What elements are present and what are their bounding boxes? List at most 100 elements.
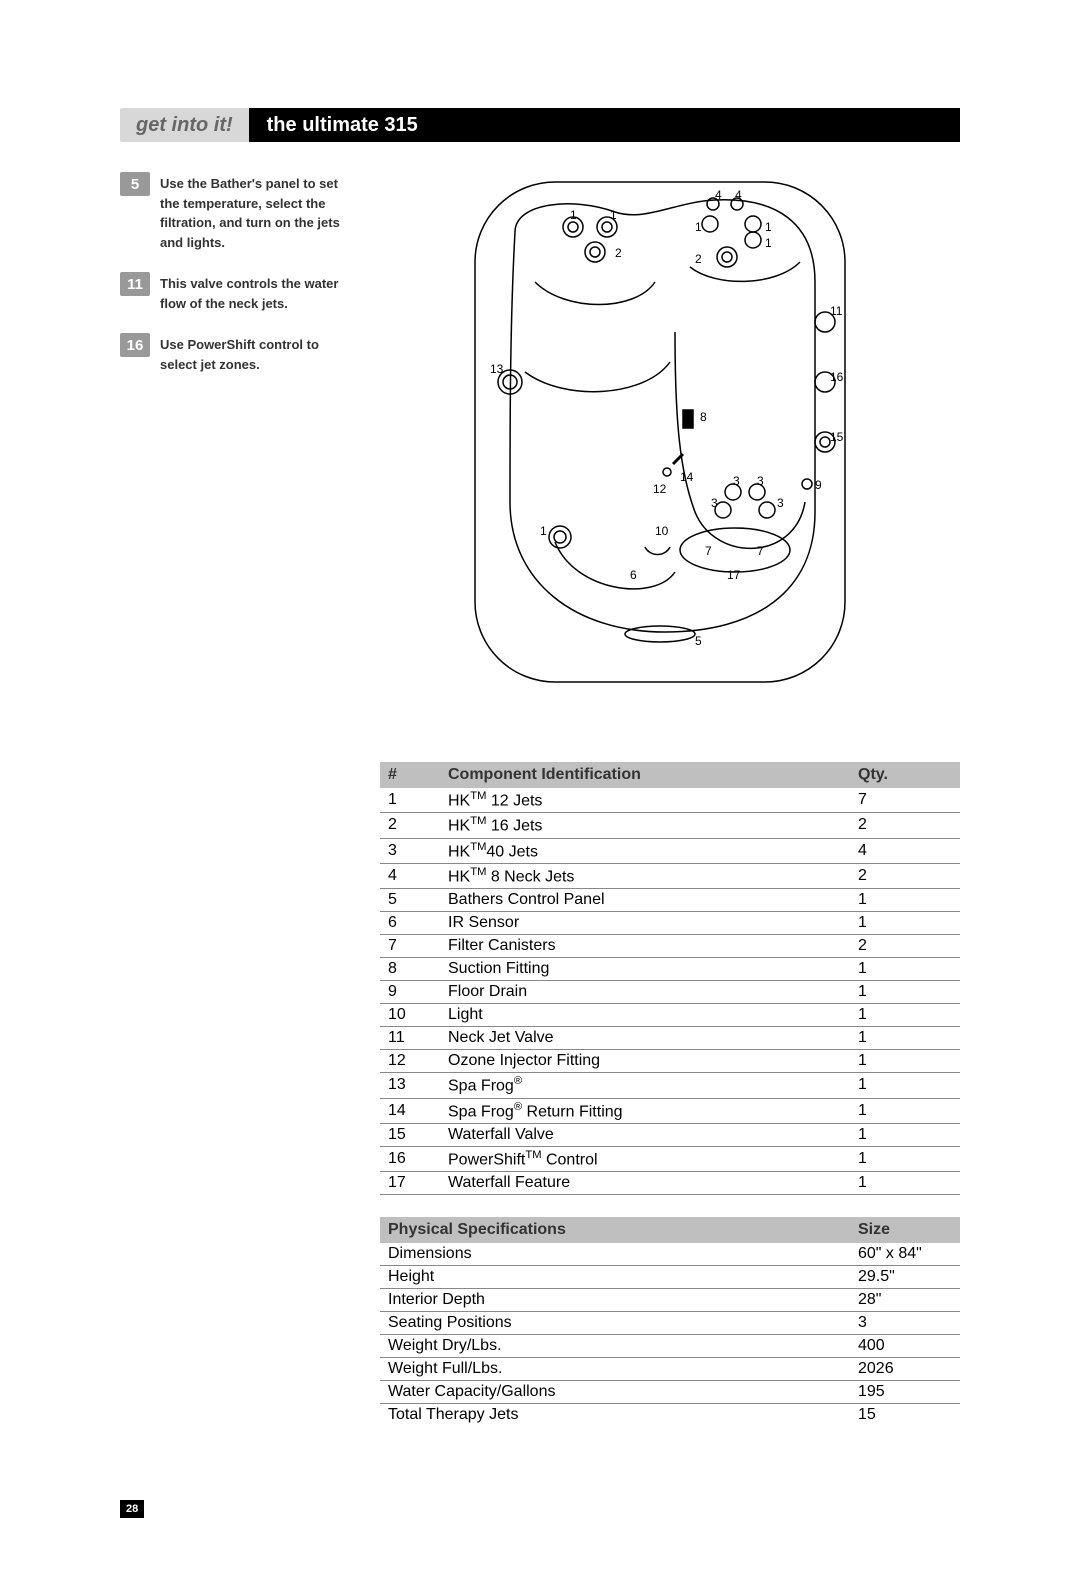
table-cell: Spa Frog® Return Fitting: [440, 1098, 850, 1123]
table-cell: Spa Frog®: [440, 1073, 850, 1098]
table-cell: 12: [380, 1050, 440, 1073]
table-cell: Neck Jet Valve: [440, 1027, 850, 1050]
table-cell: 9: [380, 981, 440, 1004]
table-cell: 7: [850, 788, 960, 813]
table-cell: 15: [850, 1404, 960, 1427]
table-cell: 14: [380, 1098, 440, 1123]
table-row: 10Light1: [380, 1004, 960, 1027]
table-cell: 2: [380, 813, 440, 838]
components-table: #Component IdentificationQty. 1HKTM 12 J…: [380, 762, 960, 1195]
table-row: 2HKTM 16 Jets2: [380, 813, 960, 838]
table-row: 6IR Sensor1: [380, 912, 960, 935]
diagram-label: 1: [765, 236, 772, 250]
table-cell: 5: [380, 889, 440, 912]
table-cell: Seating Positions: [380, 1312, 850, 1335]
table-cell: 7: [380, 935, 440, 958]
table-cell: IR Sensor: [440, 912, 850, 935]
diagram-label: 3: [711, 496, 718, 510]
table-cell: Suction Fitting: [440, 958, 850, 981]
diagram-label: 10: [655, 524, 668, 538]
table-row: Weight Full/Lbs.2026: [380, 1358, 960, 1381]
diagram-label: 16: [830, 370, 843, 384]
table-row: Interior Depth28": [380, 1289, 960, 1312]
table-row: Water Capacity/Gallons195: [380, 1381, 960, 1404]
table-cell: Ozone Injector Fitting: [440, 1050, 850, 1073]
note-text: This valve controls the water flow of th…: [160, 272, 350, 313]
table-cell: 16: [380, 1146, 440, 1171]
table-cell: 1: [850, 1146, 960, 1171]
table-cell: 1: [850, 958, 960, 981]
table-cell: 2: [850, 935, 960, 958]
table-cell: HKTM 16 Jets: [440, 813, 850, 838]
table-cell: Dimensions: [380, 1243, 850, 1266]
diagram-label: 9: [815, 478, 822, 492]
table-row: 11Neck Jet Valve1: [380, 1027, 960, 1050]
header-slogan: get into it!: [120, 108, 249, 142]
table-cell: 15: [380, 1123, 440, 1146]
spa-diagram: 441111122111316815141233339110776175: [455, 172, 885, 732]
table-cell: Height: [380, 1266, 850, 1289]
diagram-label: 1: [540, 524, 547, 538]
table-cell: 10: [380, 1004, 440, 1027]
table-row: 3HKTM40 Jets4: [380, 838, 960, 863]
table-cell: PowerShiftTM Control: [440, 1146, 850, 1171]
diagram-label: 8: [700, 410, 707, 424]
table-cell: 3: [850, 1312, 960, 1335]
table-cell: 1: [850, 1027, 960, 1050]
table-cell: Total Therapy Jets: [380, 1404, 850, 1427]
table-cell: Waterfall Feature: [440, 1172, 850, 1195]
table-cell: 1: [850, 1004, 960, 1027]
diagram-label: 6: [630, 568, 637, 582]
table-row: 8Suction Fitting1: [380, 958, 960, 981]
table-header: Physical Specifications: [380, 1217, 850, 1243]
diagram-label: 7: [757, 544, 764, 558]
table-cell: 1: [850, 1050, 960, 1073]
table-cell: 1: [850, 1123, 960, 1146]
diagram-label: 3: [777, 496, 784, 510]
table-row: Seating Positions3: [380, 1312, 960, 1335]
diagram-label: 1: [610, 208, 617, 222]
diagram-label: 2: [695, 252, 702, 266]
table-header: Size: [850, 1217, 960, 1243]
table-row: 16PowerShiftTM Control1: [380, 1146, 960, 1171]
table-cell: 2: [850, 813, 960, 838]
table-cell: Weight Dry/Lbs.: [380, 1335, 850, 1358]
table-cell: 400: [850, 1335, 960, 1358]
table-cell: 3: [380, 838, 440, 863]
diagram-label: 17: [727, 568, 740, 582]
table-row: 15Waterfall Valve1: [380, 1123, 960, 1146]
diagram-label: 4: [715, 188, 722, 202]
diagram-label: 1: [765, 220, 772, 234]
table-cell: 1: [850, 1098, 960, 1123]
diagram-label: 13: [490, 362, 503, 376]
note-text: Use PowerShift control to select jet zon…: [160, 333, 350, 374]
table-cell: Floor Drain: [440, 981, 850, 1004]
table-cell: 29.5": [850, 1266, 960, 1289]
table-cell: 2: [850, 863, 960, 888]
table-cell: 60" x 84": [850, 1243, 960, 1266]
diagram-label: 3: [757, 474, 764, 488]
table-cell: 8: [380, 958, 440, 981]
table-cell: 28": [850, 1289, 960, 1312]
diagram-label: 14: [680, 470, 693, 484]
specs-table: Physical SpecificationsSize Dimensions60…: [380, 1217, 960, 1426]
table-cell: 1: [850, 1073, 960, 1098]
table-row: 17Waterfall Feature1: [380, 1172, 960, 1195]
table-cell: 4: [850, 838, 960, 863]
table-row: 9Floor Drain1: [380, 981, 960, 1004]
table-row: Dimensions60" x 84": [380, 1243, 960, 1266]
header-title: the ultimate 315: [249, 108, 960, 142]
table-header: #: [380, 762, 440, 788]
table-cell: Filter Canisters: [440, 935, 850, 958]
diagram-label: 1: [695, 220, 702, 234]
note-item: 5 Use the Bather's panel to set the temp…: [120, 172, 350, 252]
table-row: 1HKTM 12 Jets7: [380, 788, 960, 813]
page-number: 28: [120, 1500, 144, 1518]
diagram-label: 4: [735, 188, 742, 202]
notes-sidebar: 5 Use the Bather's panel to set the temp…: [120, 172, 350, 1426]
diagram-label: 12: [653, 482, 666, 496]
table-cell: 1: [850, 1172, 960, 1195]
table-cell: Interior Depth: [380, 1289, 850, 1312]
note-badge: 11: [120, 272, 150, 296]
table-row: Total Therapy Jets15: [380, 1404, 960, 1427]
